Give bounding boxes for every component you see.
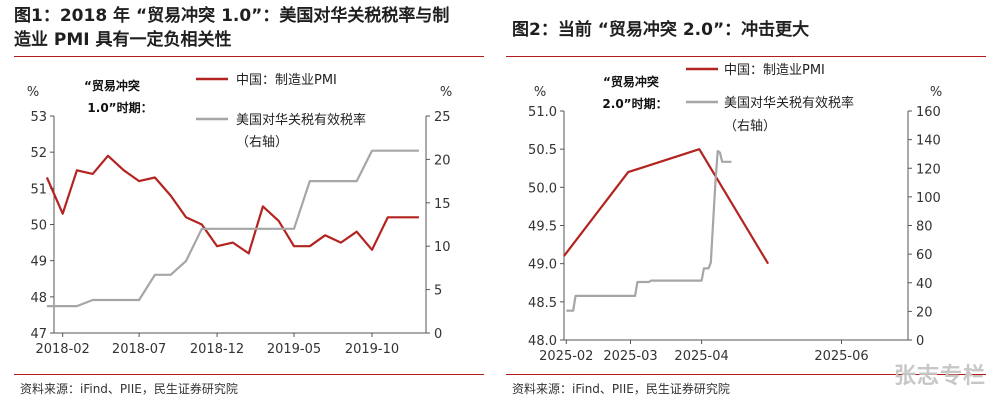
left-tick-label: 48 [30,291,47,306]
left-tick-label: 51 [30,182,47,197]
source-divider [506,374,986,375]
right-tick-label: 80 [916,220,933,235]
title-line-1: 图2：当前 “贸易冲突 2.0”：冲击更大 [512,20,810,40]
right-tick-label: 60 [916,248,933,263]
x-tick-label: 2025-04 [674,349,728,364]
chart-panel-1: 图1：2018 年 “贸易冲突 1.0”：美国对华关税税率与制 造业 PMI 具… [0,0,492,406]
left-tick-label: 50.0 [528,181,557,196]
x-tick-label: 2019-10 [345,342,399,357]
x-tick-label: 2018-07 [112,342,166,357]
panel-title: 图1：2018 年 “贸易冲突 1.0”：美国对华关税税率与制 造业 PMI 具… [14,4,449,52]
source-divider [14,374,484,375]
title-line-1: 图1：2018 年 “贸易冲突 1.0”：美国对华关税税率与制 [14,6,450,26]
title-divider [506,56,986,57]
left-tick-label: 50.5 [528,143,557,158]
x-tick-label: 2025-06 [814,349,868,364]
period-annotation-line-1: “贸易冲突 [603,74,659,89]
period-annotation-line-2: 2.0”时期： [602,96,667,111]
panel-title: 图2：当前 “贸易冲突 2.0”：冲击更大 [512,18,809,42]
title-divider [14,56,484,57]
left-tick-label: 52 [30,146,47,161]
left-tick-label: 47 [30,327,47,342]
left-tick-label: 51.0 [528,105,557,120]
legend-tariff-label-2: （右轴） [236,135,288,150]
right-tick-label: 140 [916,134,941,149]
chart-1-svg: % % “贸易冲突 1.0”时期： 中国：制造业PMI 美国对华关税有效税率 （… [27,73,452,357]
watermark: 张志专栏 [893,364,986,389]
left-tick-label: 48.0 [528,334,557,349]
period-annotation-line-1: “贸易冲突 [84,78,140,93]
right-tick-label: 20 [434,153,451,168]
right-tick-label: 20 [916,305,933,320]
left-tick-label: 48.5 [528,296,557,311]
right-axis-unit: % [440,85,452,100]
left-axis-unit: % [534,85,546,100]
right-tick-label: 15 [434,197,451,212]
right-tick-label: 40 [916,277,933,292]
left-tick-label: 49.0 [528,258,557,273]
right-tick-label: 120 [916,162,941,177]
legend-tariff-label-1: 美国对华关税有效税率 [724,95,854,111]
right-tick-label: 100 [916,191,941,206]
title-line-2: 造业 PMI 具有一定负相关性 [14,30,232,50]
x-tick-label: 2025-02 [539,349,593,364]
left-tick-label: 50 [30,219,47,234]
right-tick-label: 10 [434,240,451,255]
right-tick-label: 160 [916,105,941,120]
tariff-series-line [566,150,732,312]
x-tick-label: 2025-03 [603,349,657,364]
legend-pmi-label: 中国：制造业PMI [724,63,825,78]
right-axis-unit: % [930,85,942,100]
left-axis-unit: % [27,85,39,100]
pmi-series-line [563,148,770,265]
right-tick-label: 0 [916,334,924,349]
left-tick-label: 49.5 [528,220,557,235]
pmi-series-line [45,154,419,255]
legend-tariff-label-2: （右轴） [724,119,776,134]
right-tick-label: 5 [434,284,442,299]
legend-tariff-label-1: 美国对华关税有效税率 [236,112,366,128]
tariff-series-line [46,149,419,308]
source-note: 资料来源：iFind、PIIE，民生证券研究院 [20,382,238,396]
legend-pmi-label: 中国：制造业PMI [236,73,337,88]
chart-2-svg: % % “贸易冲突 2.0”时期： 中国：制造业PMI 美国对华关税有效税率 （… [528,63,942,364]
left-tick-label: 49 [30,255,47,270]
x-tick-label: 2018-02 [35,342,89,357]
period-annotation-line-2: 1.0”时期： [87,100,152,115]
x-tick-label: 2019-05 [267,342,321,357]
left-tick-label: 53 [30,110,47,125]
source-note: 资料来源：iFind、PIIE，民生证券研究院 [512,382,730,396]
chart-panel-2: 图2：当前 “贸易冲突 2.0”：冲击更大 % % “贸易冲突 2.0”时期： … [496,0,992,406]
right-tick-label: 0 [434,327,442,342]
right-tick-label: 25 [434,110,451,125]
x-tick-label: 2018-12 [190,342,244,357]
